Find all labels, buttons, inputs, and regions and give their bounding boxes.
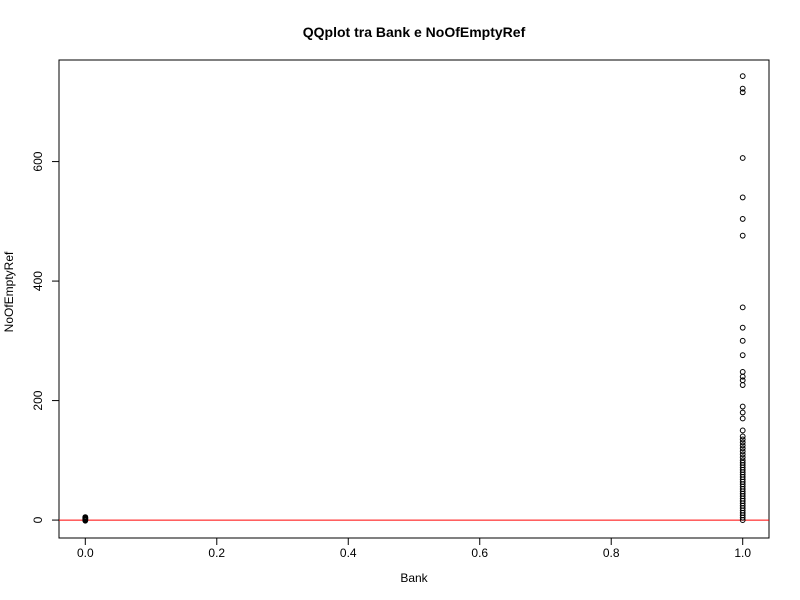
y-tick-label: 600 — [31, 151, 45, 171]
y-tick-label: 400 — [31, 271, 45, 291]
x-tick-label: 0.4 — [340, 546, 357, 560]
x-tick-label: 0.6 — [471, 546, 488, 560]
y-tick-label: 0 — [31, 516, 45, 523]
x-tick-label: 0.2 — [208, 546, 225, 560]
y-tick-label: 200 — [31, 390, 45, 410]
x-tick-label: 1.0 — [734, 546, 751, 560]
x-tick-label: 0.0 — [77, 546, 94, 560]
x-axis-label: Bank — [400, 571, 428, 585]
chart-title: QQplot tra Bank e NoOfEmptyRef — [303, 24, 526, 40]
y-axis-label: NoOfEmptyRef — [2, 251, 16, 332]
x-tick-label: 0.8 — [603, 546, 620, 560]
